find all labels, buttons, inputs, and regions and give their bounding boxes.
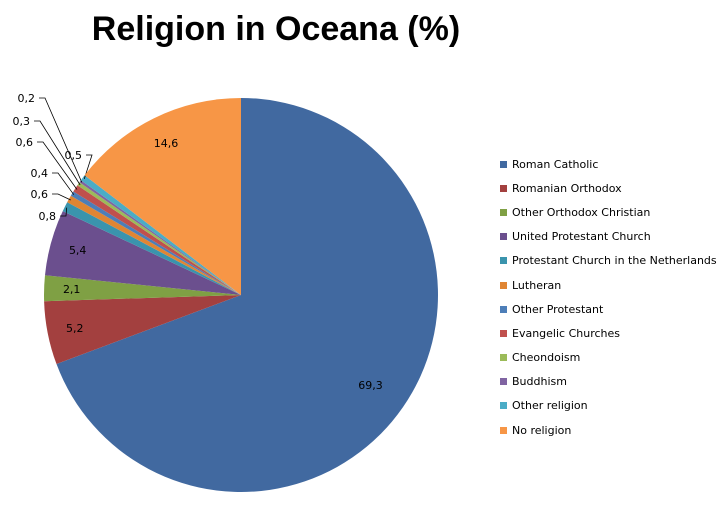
- data-label-other-orthodox-christian: 2,1: [63, 283, 81, 296]
- legend-item-protestant-church-in-the-netherlands: Protestant Church in the Netherlands: [500, 249, 717, 273]
- legend-swatch: [500, 378, 507, 386]
- pie-slice-united-protestant-church: [44, 211, 241, 295]
- data-label-buddhism: 0,2: [18, 92, 36, 105]
- pie-slice-evangelic-churches: [73, 185, 241, 295]
- legend-label: Other Orthodox Christian: [512, 205, 651, 219]
- legend-item-other-orthodox-christian: Other Orthodox Christian: [500, 200, 717, 224]
- legend-item-lutheran: Lutheran: [500, 273, 717, 297]
- pie-slice-other-protestant: [70, 191, 241, 295]
- pie-slice-other-orthodox-christian: [44, 275, 242, 302]
- data-label-lutheran: 0,6: [31, 188, 49, 201]
- legend-swatch: [500, 402, 507, 410]
- data-label-other-protestant: 0,4: [31, 167, 49, 180]
- legend: Roman Catholic Romanian Orthodox Other Ort…: [500, 152, 717, 442]
- legend-label: Other Protestant: [512, 302, 604, 316]
- legend-item-other-protestant: Other Protestant: [500, 297, 717, 321]
- legend-label: Roman Catholic: [512, 157, 599, 171]
- legend-label: United Protestant Church: [512, 230, 651, 244]
- legend-swatch: [500, 184, 507, 192]
- legend-swatch: [500, 233, 507, 241]
- legend-label: Cheondoism: [512, 351, 581, 365]
- legend-item-evangelic-churches: Evangelic Churches: [500, 321, 717, 345]
- legend-swatch: [500, 305, 507, 313]
- pie-slice-romanian-orthodox: [44, 295, 241, 365]
- legend-swatch: [500, 354, 507, 362]
- data-label-no-religion: 14,6: [154, 137, 179, 150]
- leader-line-lutheran: [52, 193, 71, 201]
- pie-slice-no-religion: [84, 98, 241, 295]
- legend-item-other-religion: Other religion: [500, 394, 717, 418]
- leader-line-buddhism: [39, 97, 83, 183]
- chart-title: Religion in Oceana (%): [91, 10, 461, 48]
- leader-line-other-religion: [83, 154, 93, 180]
- leader-line-protestant-church-in-the-netherlands: [60, 207, 68, 217]
- pie-slice-buddhism: [79, 180, 241, 295]
- legend-label: Evangelic Churches: [512, 326, 621, 340]
- pie-slice-cheondoism: [77, 182, 242, 295]
- legend-label: Protestant Church in the Netherlands: [512, 254, 717, 268]
- leader-line-evangelic-churches: [37, 141, 78, 190]
- legend-swatch: [500, 281, 507, 289]
- data-label-cheondoism: 0,3: [13, 115, 31, 128]
- leader-line-other-protestant: [52, 172, 75, 195]
- data-label-evangelic-churches: 0,6: [16, 136, 34, 149]
- legend-item-buddhism: Buddhism: [500, 370, 717, 394]
- pie-slice-protestant-church-in-the-netherlands: [62, 202, 241, 295]
- legend-swatch: [500, 208, 507, 216]
- legend-label: Buddhism: [512, 375, 567, 389]
- legend-label: Romanian Orthodox: [512, 181, 622, 195]
- pie-slice-other-religion: [80, 175, 242, 295]
- legend-item-cheondoism: Cheondoism: [500, 346, 717, 370]
- data-label-roman-catholic: 69,3: [358, 379, 383, 392]
- data-label-romanian-orthodox: 5,2: [66, 322, 84, 335]
- legend-label: No religion: [512, 423, 572, 437]
- legend-swatch: [500, 257, 507, 265]
- legend-swatch: [500, 329, 507, 337]
- legend-label: Other religion: [512, 399, 588, 413]
- legend-item-united-protestant-church: United Protestant Church: [500, 225, 717, 249]
- pie-slice-lutheran: [67, 195, 241, 295]
- legend-item-roman-catholic: Roman Catholic: [500, 152, 717, 176]
- legend-item-romanian-orthodox: Romanian Orthodox: [500, 176, 717, 200]
- data-label-united-protestant-church: 5,4: [69, 244, 87, 257]
- legend-swatch: [500, 160, 507, 168]
- data-label-protestant-church-in-the-netherlands: 0,8: [39, 210, 57, 223]
- legend-swatch: [500, 426, 507, 434]
- data-label-other-religion: 0,5: [65, 149, 83, 162]
- legend-item-no-religion: No religion: [500, 418, 717, 442]
- leader-line-cheondoism: [34, 120, 81, 186]
- legend-label: Lutheran: [512, 278, 562, 292]
- pie-slice-roman-catholic: [56, 98, 438, 492]
